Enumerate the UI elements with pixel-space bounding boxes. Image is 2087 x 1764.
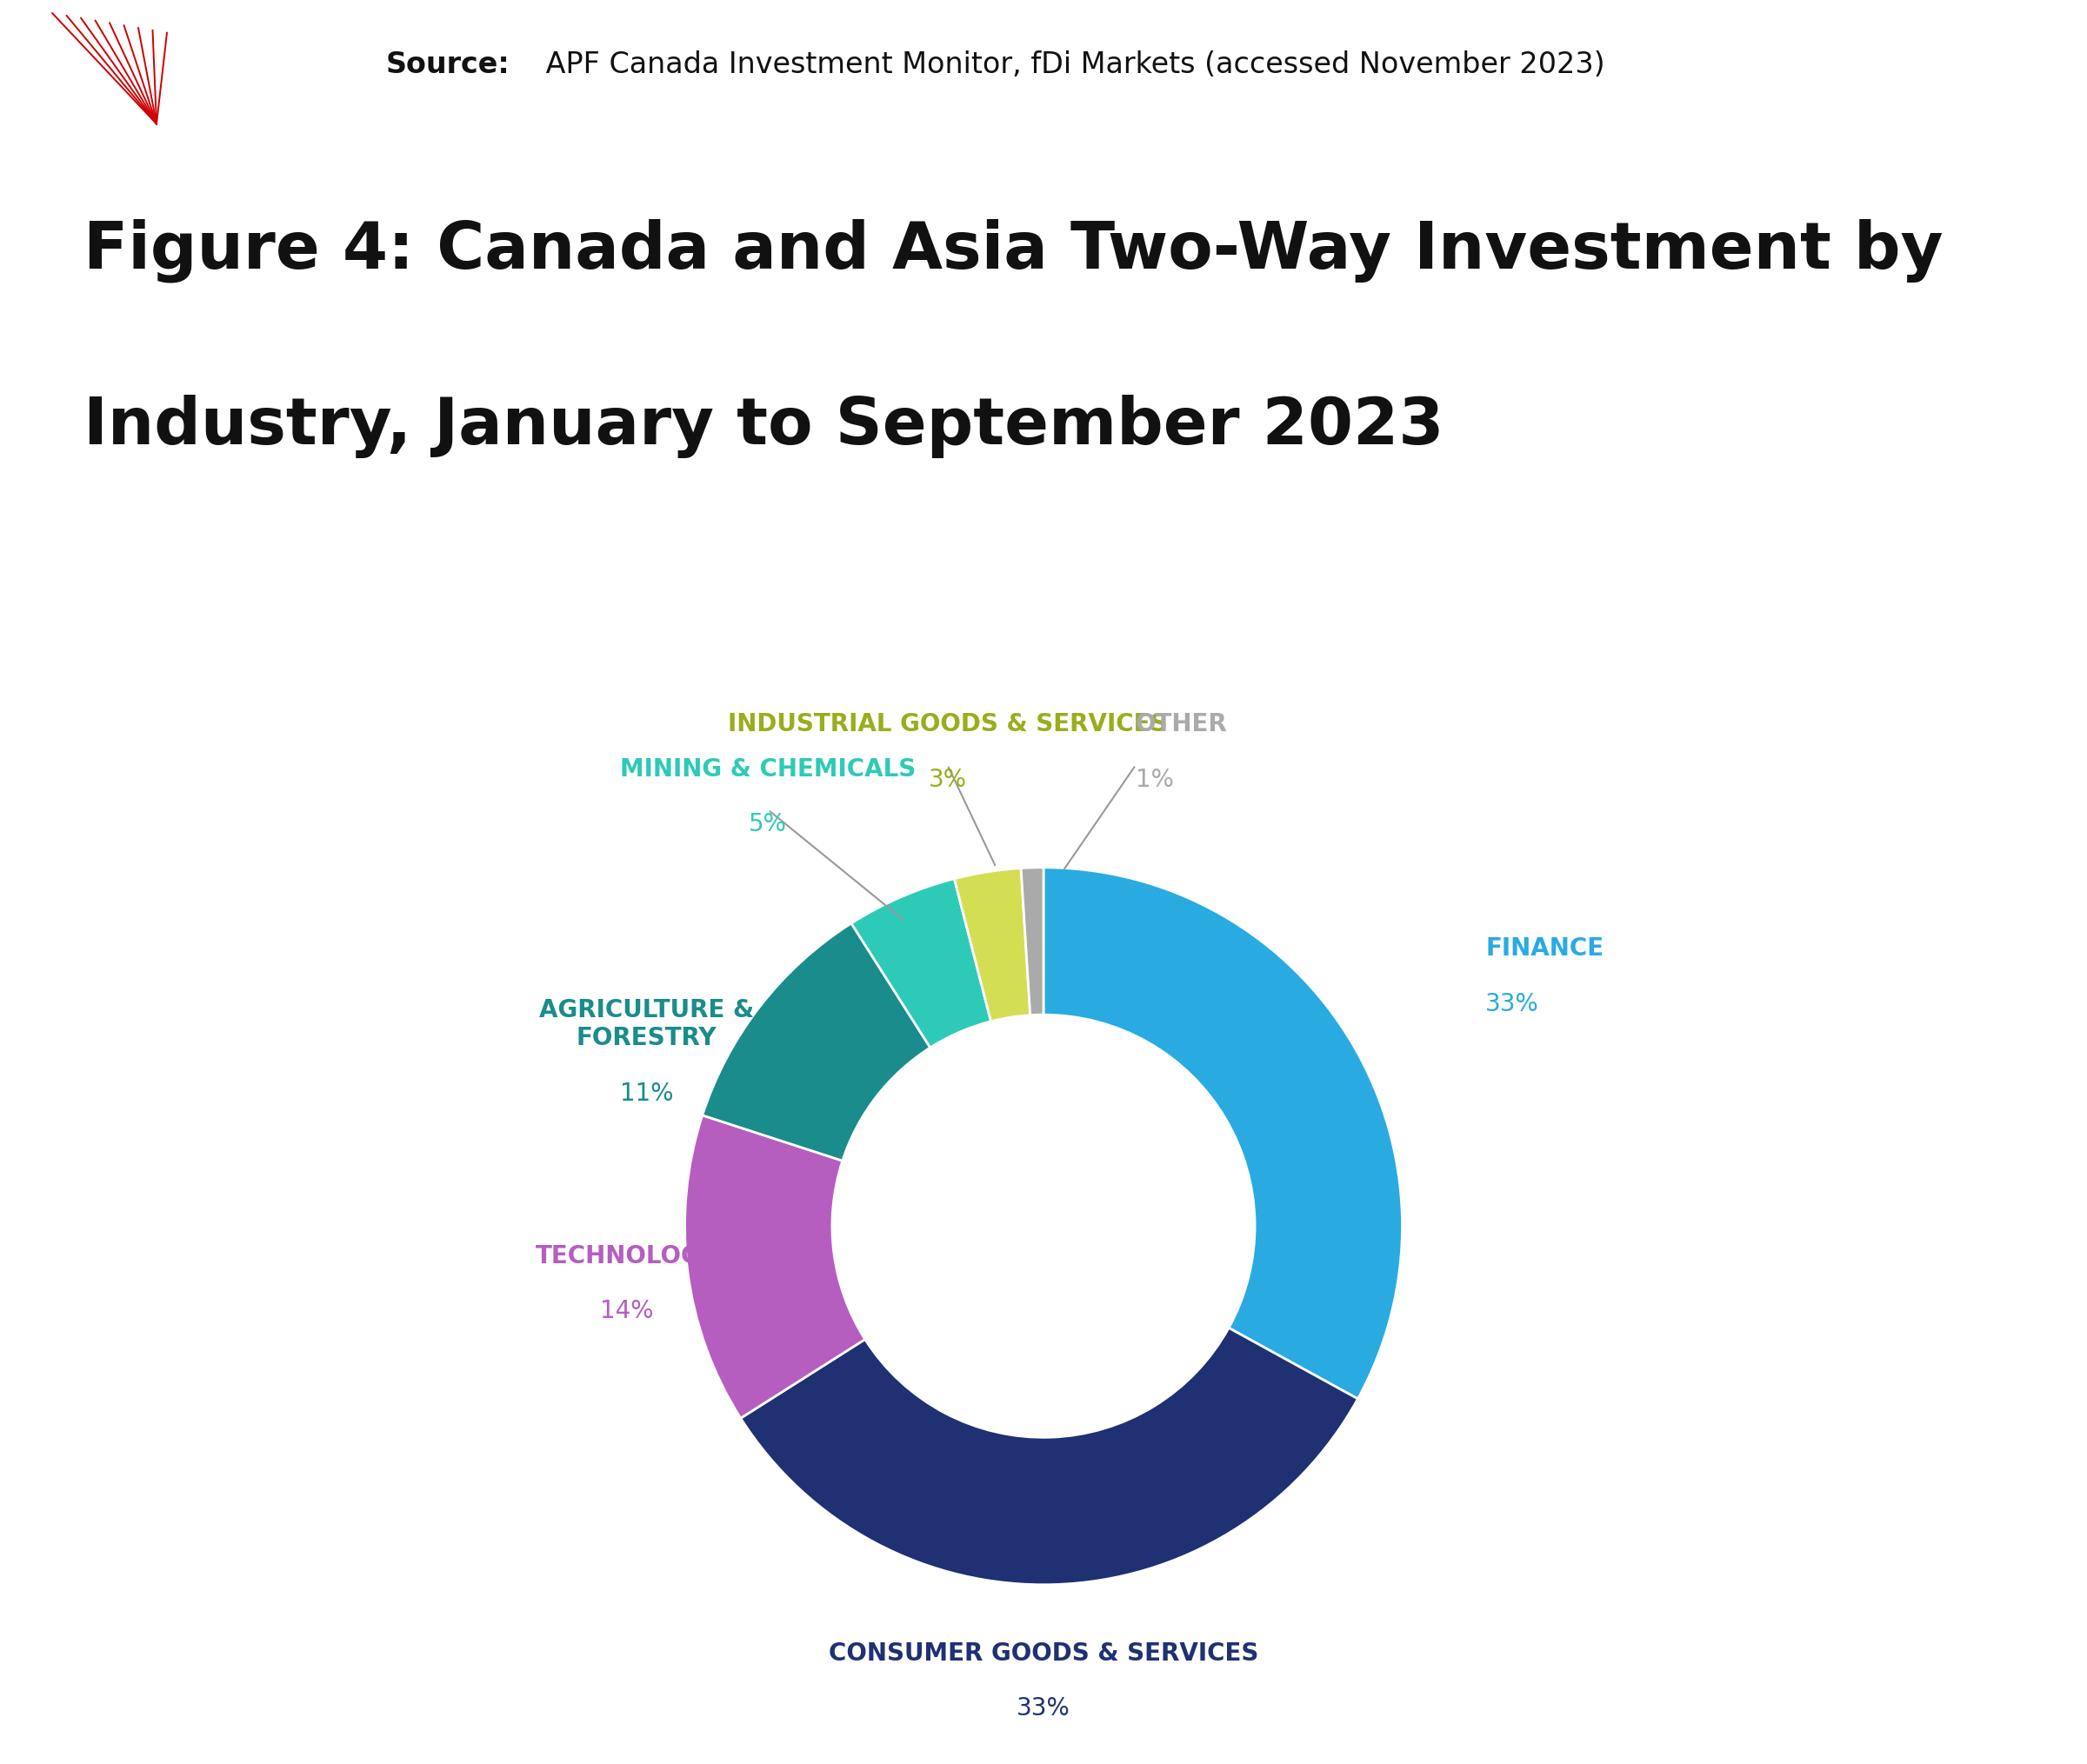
Text: TECHNOLOGY: TECHNOLOGY (536, 1244, 718, 1268)
Text: FINANCE: FINANCE (1486, 937, 1603, 961)
Text: INDUSTRIAL GOODS & SERVICES: INDUSTRIAL GOODS & SERVICES (728, 713, 1167, 737)
Wedge shape (741, 1328, 1359, 1584)
Text: MINING & CHEMICALS: MINING & CHEMICALS (620, 757, 916, 781)
Wedge shape (851, 878, 991, 1048)
Wedge shape (954, 868, 1031, 1021)
Text: OTHER: OTHER (1135, 713, 1227, 737)
Wedge shape (1044, 868, 1402, 1399)
Text: Source:: Source: (386, 51, 509, 79)
Wedge shape (685, 1115, 864, 1418)
Text: CONSUMER GOODS & SERVICES: CONSUMER GOODS & SERVICES (829, 1641, 1258, 1665)
Text: Industry, January to September 2023: Industry, January to September 2023 (83, 395, 1444, 459)
Text: 33%: 33% (1016, 1697, 1071, 1720)
Text: 33%: 33% (1486, 991, 1540, 1016)
Text: APF Canada Investment Monitor, fDi Markets (accessed November 2023): APF Canada Investment Monitor, fDi Marke… (536, 51, 1605, 79)
Text: AGRICULTURE &
FORESTRY: AGRICULTURE & FORESTRY (538, 998, 753, 1051)
Text: 14%: 14% (601, 1298, 653, 1323)
Wedge shape (1021, 868, 1044, 1014)
Text: Figure 4: Canada and Asia Two-Way Investment by: Figure 4: Canada and Asia Two-Way Invest… (83, 219, 1943, 282)
Text: 1%: 1% (1135, 767, 1173, 792)
Text: 5%: 5% (749, 813, 787, 836)
Text: 3%: 3% (929, 767, 966, 792)
Text: 11%: 11% (620, 1081, 674, 1106)
Wedge shape (703, 923, 931, 1161)
